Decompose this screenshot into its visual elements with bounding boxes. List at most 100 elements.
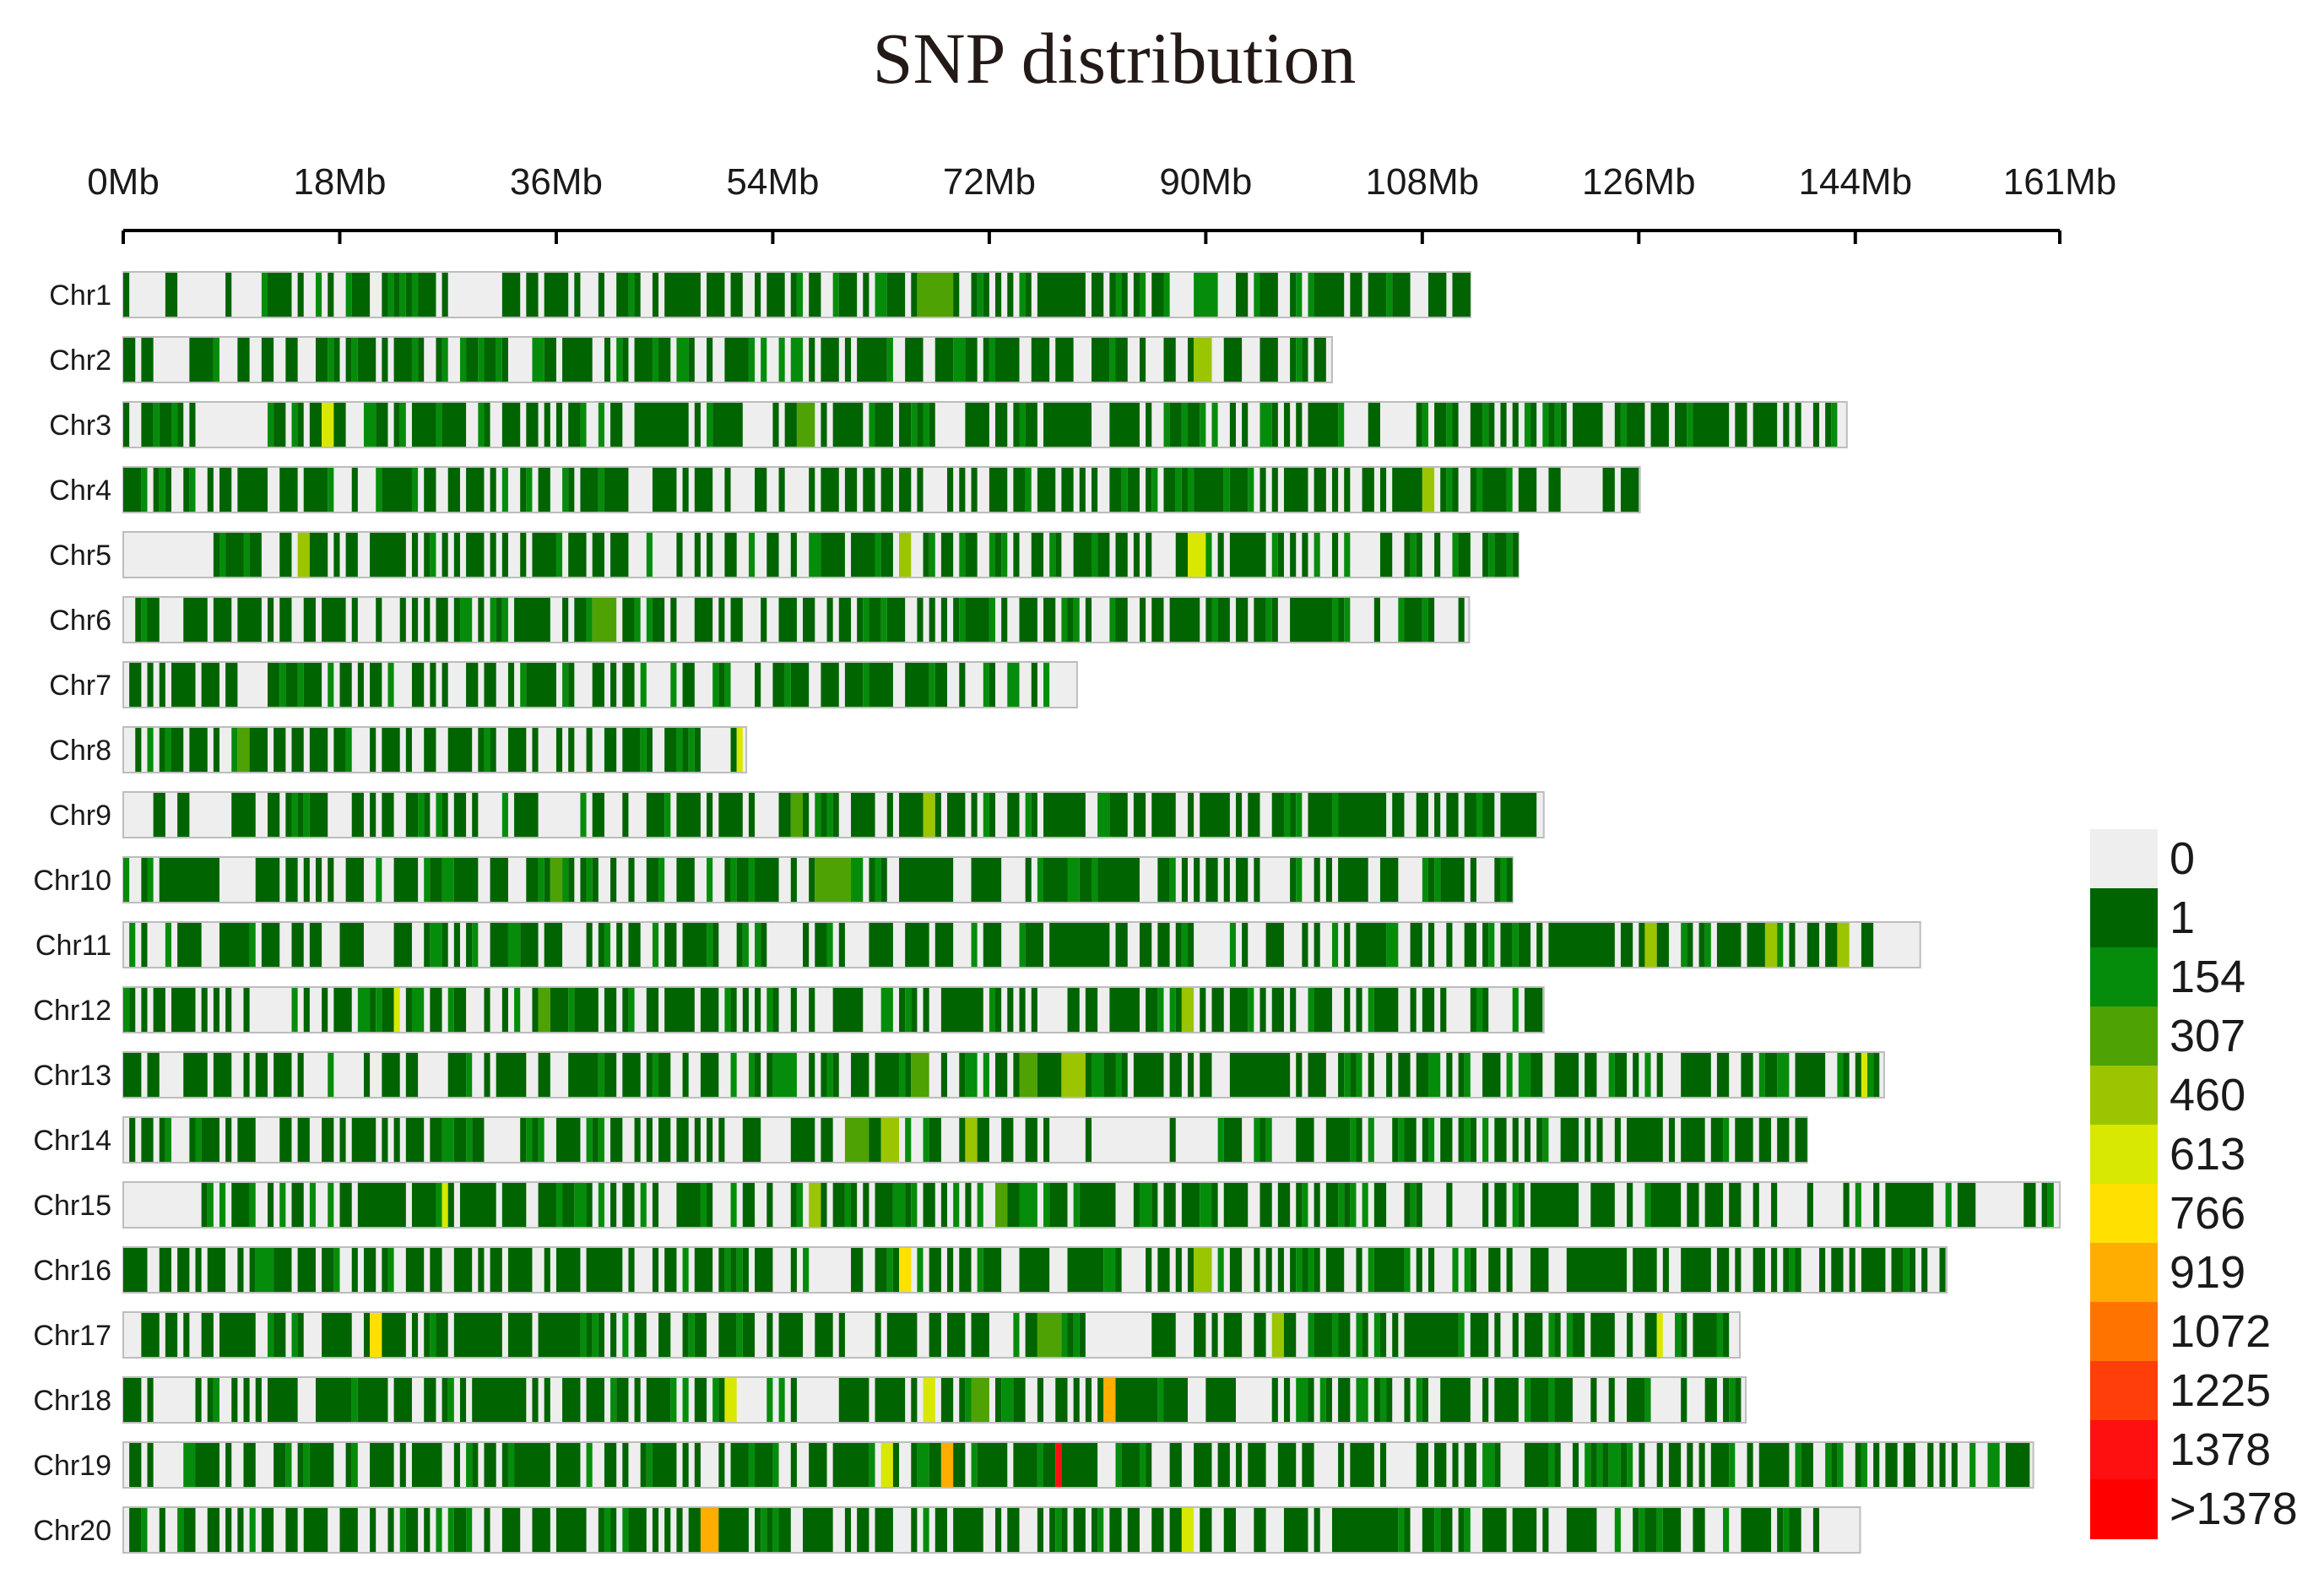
snp-density-bin bbox=[303, 1443, 310, 1487]
snp-density-bin bbox=[424, 533, 431, 577]
snp-density-bin bbox=[1855, 1053, 1861, 1097]
snp-density-bin bbox=[869, 663, 893, 707]
snp-density-bin bbox=[953, 598, 960, 642]
snp-density-bin bbox=[664, 728, 677, 772]
snp-density-bin bbox=[917, 273, 954, 317]
snp-density-bin bbox=[1398, 1118, 1405, 1162]
snp-density-bin bbox=[604, 1053, 617, 1097]
snp-density-bin bbox=[1681, 1313, 1687, 1357]
snp-density-bin bbox=[1379, 1378, 1387, 1422]
snp-density-bin bbox=[159, 468, 165, 512]
snp-density-bin bbox=[580, 403, 587, 447]
snp-density-bin bbox=[1668, 1118, 1676, 1162]
snp-density-bin bbox=[1344, 1053, 1351, 1097]
snp-density-bin bbox=[809, 338, 815, 382]
snp-density-bin bbox=[1229, 533, 1266, 577]
snp-density-bin bbox=[1121, 1443, 1140, 1487]
snp-density-bin bbox=[1019, 598, 1037, 642]
snp-density-bin bbox=[755, 858, 779, 902]
snp-density-bin bbox=[213, 1378, 219, 1422]
snp-density-bin bbox=[532, 533, 556, 577]
snp-density-bin bbox=[1157, 1378, 1164, 1422]
snp-density-bin bbox=[634, 338, 653, 382]
snp-density-bin bbox=[707, 858, 713, 902]
chromosome-chr16: Chr16 bbox=[33, 1246, 1948, 1294]
snp-density-bin bbox=[917, 1248, 924, 1292]
chromosome-chr12: Chr12 bbox=[33, 986, 1545, 1033]
snp-density-bin bbox=[911, 273, 918, 317]
snp-density-bin bbox=[736, 1313, 743, 1357]
snp-density-bin bbox=[1855, 1443, 1861, 1487]
snp-density-bin bbox=[484, 1053, 490, 1097]
snp-density-bin bbox=[1795, 1053, 1826, 1097]
snp-density-bin bbox=[171, 663, 196, 707]
snp-density-bin bbox=[1296, 403, 1303, 447]
chromosome-label: Chr2 bbox=[49, 344, 111, 377]
snp-density-bin bbox=[1867, 1053, 1874, 1097]
snp-density-bin bbox=[514, 1443, 550, 1487]
snp-density-bin bbox=[1308, 1378, 1314, 1422]
snp-density-bin bbox=[821, 403, 827, 447]
snp-density-bin bbox=[225, 1443, 232, 1487]
snp-density-bin bbox=[153, 988, 165, 1032]
snp-density-bin bbox=[844, 663, 864, 707]
snp-density-bin bbox=[1223, 1508, 1236, 1552]
snp-density-bin bbox=[1662, 1508, 1682, 1552]
snp-density-bin bbox=[929, 598, 935, 642]
snp-density-bin bbox=[507, 923, 521, 967]
snp-density-bin bbox=[1627, 1378, 1645, 1422]
snp-density-bin bbox=[297, 1118, 310, 1162]
snp-density-bin bbox=[1181, 1183, 1200, 1227]
snp-density-bin bbox=[1290, 533, 1297, 577]
snp-density-bin bbox=[1500, 923, 1513, 967]
snp-density-bin bbox=[700, 1053, 719, 1097]
snp-density-bin bbox=[1410, 533, 1417, 577]
snp-density-bin bbox=[2005, 1443, 2030, 1487]
snp-density-bin bbox=[237, 1248, 244, 1292]
snp-density-bin bbox=[724, 858, 731, 902]
snp-density-bin bbox=[399, 1443, 406, 1487]
snp-density-bin bbox=[376, 468, 382, 512]
snp-density-bin bbox=[1494, 1183, 1507, 1227]
snp-density-bin bbox=[1043, 1118, 1050, 1162]
snp-density-bin bbox=[899, 533, 912, 577]
snp-density-bin bbox=[851, 793, 875, 837]
snp-density-bin bbox=[1344, 468, 1351, 512]
snp-density-bin bbox=[1007, 793, 1020, 837]
snp-density-bin bbox=[291, 923, 304, 967]
snp-density-bin bbox=[2023, 1183, 2036, 1227]
snp-density-bin bbox=[1687, 403, 1693, 447]
snp-density-bin bbox=[1464, 1118, 1471, 1162]
snp-density-bin bbox=[538, 468, 550, 512]
snp-density-bin bbox=[730, 858, 737, 902]
snp-density-bin bbox=[1687, 923, 1693, 967]
snp-density-bin bbox=[1217, 1248, 1224, 1292]
snp-density-bin bbox=[1085, 988, 1098, 1032]
snp-density-bin bbox=[1422, 1118, 1428, 1162]
snp-density-bin bbox=[586, 598, 593, 642]
snp-density-bin bbox=[189, 403, 196, 447]
snp-density-bin bbox=[832, 1443, 869, 1487]
snp-density-bin bbox=[153, 403, 160, 447]
snp-density-bin bbox=[826, 923, 833, 967]
snp-density-bin bbox=[616, 1378, 629, 1422]
snp-density-bin bbox=[1512, 988, 1519, 1032]
snp-density-bin bbox=[1115, 273, 1122, 317]
snp-density-bin bbox=[803, 598, 815, 642]
snp-density-bin bbox=[977, 1183, 983, 1227]
snp-density-bin bbox=[1350, 273, 1362, 317]
snp-density-bin bbox=[592, 1313, 599, 1357]
snp-density-bin bbox=[447, 468, 460, 512]
snp-density-bin bbox=[1175, 923, 1182, 967]
snp-density-bin bbox=[309, 923, 322, 967]
snp-density-bin bbox=[1271, 1378, 1278, 1422]
snp-density-bin bbox=[1169, 403, 1182, 447]
snp-density-bin bbox=[664, 273, 701, 317]
snp-density-bin bbox=[1163, 273, 1170, 317]
snp-density-bin bbox=[1404, 1248, 1411, 1292]
snp-density-bin bbox=[555, 1443, 581, 1487]
snp-density-bin bbox=[1013, 533, 1020, 577]
snp-density-bin bbox=[129, 1118, 136, 1162]
snp-density-bin bbox=[478, 338, 485, 382]
